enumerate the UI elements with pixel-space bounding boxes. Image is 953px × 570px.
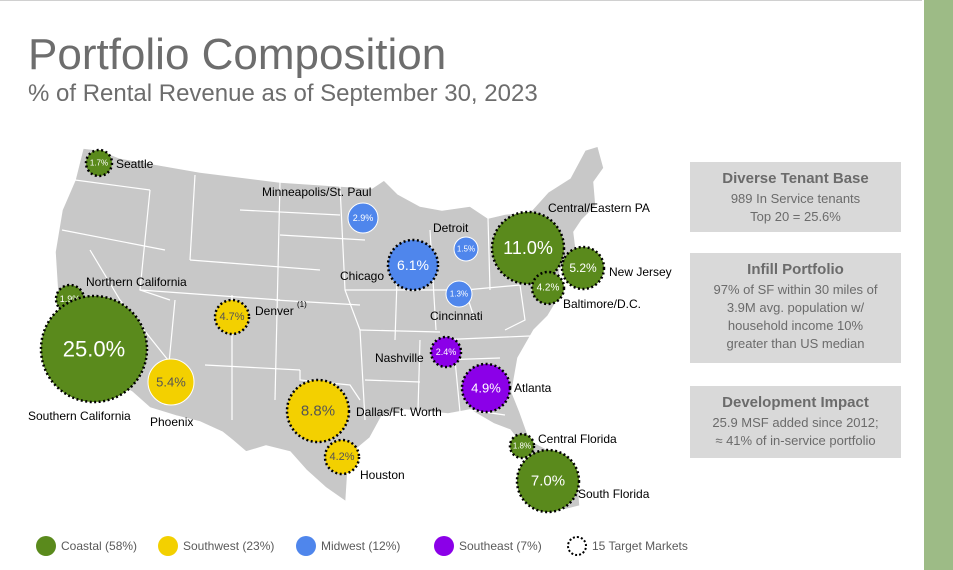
- bubble-value-atlanta: 4.9%: [471, 381, 501, 396]
- legend-item-midwest: Midwest (12%): [296, 534, 400, 558]
- legend-item-southwest: Southwest (23%): [158, 534, 274, 558]
- panel-line: 3.9M avg. population w/: [726, 300, 865, 315]
- panel-line: ≈ 41% of in-service portfolio: [715, 433, 876, 448]
- panel-title: Diverse Tenant Base: [722, 170, 869, 187]
- legend-label: Midwest (12%): [321, 539, 401, 553]
- panel-line: Top 20 = 25.6%: [750, 209, 841, 224]
- bubble-value-south-florida: 7.0%: [531, 473, 565, 490]
- bubble-detroit: [453, 236, 479, 262]
- bubble-value-nashville: 2.4%: [436, 347, 457, 357]
- market-label-south-florida: South Florida: [578, 487, 650, 501]
- bubble-value-northern-california: 1.9%: [60, 294, 81, 304]
- market-label-minneapolis: Minneapolis/St. Paul: [262, 185, 371, 199]
- bubble-nashville: [429, 335, 463, 369]
- market-bubbles: 1.7% 1.9% 25.0% 5.4% 4.7% 8.8% 4.2% 2.9% 6.1% 1.5…: [39, 148, 606, 514]
- panel-infill-portfolio: Infill Portfolio 97% of SF within 30 mil…: [690, 253, 901, 363]
- bubble-value-detroit: 1.5%: [457, 245, 475, 254]
- bubble-atlanta: [460, 362, 512, 414]
- bubble-baltimore: [530, 270, 566, 306]
- page-title: Portfolio Composition: [28, 30, 447, 79]
- bubble-dallas: [285, 378, 351, 444]
- bubble-central-eastern-pa: [490, 210, 566, 286]
- market-label-dallas: Dallas/Ft. Worth: [356, 405, 442, 419]
- bubble-seattle: [84, 148, 114, 178]
- bubble-value-central-florida: 1.8%: [513, 442, 531, 451]
- legend-item-target-markets: 15 Target Markets: [567, 534, 688, 558]
- legend-label: Coastal (58%): [61, 539, 138, 553]
- panel-line: 25.9 MSF added since 2012;: [712, 415, 879, 430]
- bubble-value-southern-california: 25.0%: [63, 337, 125, 362]
- bubble-value-houston: 4.2%: [329, 451, 354, 463]
- bubble-phoenix: [147, 358, 195, 406]
- panel-diverse-tenant-base: Diverse Tenant Base 989 In Service tenan…: [690, 162, 901, 232]
- market-label-northern-california: Northern California: [86, 275, 187, 289]
- state-borders: [61, 174, 561, 421]
- legend-label: Southeast (7%): [459, 539, 542, 553]
- accent-bar: [924, 0, 953, 570]
- legend-item-southeast: Southeast (7%): [434, 534, 542, 558]
- market-label-central-florida: Central Florida: [538, 432, 617, 446]
- market-label-seattle: Seattle: [116, 157, 154, 171]
- market-label-new-jersey: New Jersey: [609, 265, 672, 279]
- legend-swatch: [296, 536, 316, 556]
- bubble-chicago: [386, 238, 440, 292]
- panel-line: 97% of SF within 30 miles of: [713, 282, 878, 297]
- bubble-value-central-eastern-pa: 11.0%: [503, 238, 553, 258]
- bubble-value-seattle: 1.7%: [90, 159, 108, 168]
- bubble-south-florida: [515, 448, 581, 514]
- bubble-new-jersey: [560, 245, 606, 291]
- top-divider: [0, 0, 922, 1]
- bubble-value-new-jersey: 5.2%: [569, 261, 597, 275]
- panel-title: Development Impact: [722, 394, 869, 411]
- market-label-atlanta: Atlanta: [514, 381, 552, 395]
- label-layer: Seattle Northern California Southern Cal…: [28, 157, 672, 501]
- market-label-denver: Denver: [255, 304, 294, 318]
- panel-development-impact: Development Impact 25.9 MSF added since …: [690, 386, 901, 458]
- market-footnote-denver: (1): [297, 300, 307, 309]
- page-subtitle: % of Rental Revenue as of September 30, …: [28, 80, 538, 107]
- market-label-nashville: Nashville: [375, 351, 424, 365]
- market-label-houston: Houston: [360, 468, 405, 482]
- bubble-minneapolis: [347, 202, 379, 234]
- bubble-houston: [323, 438, 361, 476]
- bubble-southern-california: [39, 294, 149, 404]
- market-label-southern-california: Southern California: [28, 409, 131, 423]
- bubble-value-cincinnati: 1.3%: [450, 290, 468, 299]
- legend-swatch: [36, 536, 56, 556]
- legend-swatch: [434, 536, 454, 556]
- bubble-value-minneapolis: 2.9%: [353, 213, 374, 223]
- bubble-central-florida: [508, 432, 536, 460]
- market-label-detroit: Detroit: [433, 221, 469, 235]
- bubble-denver: [213, 298, 251, 336]
- legend-label: Southwest (23%): [183, 539, 275, 553]
- market-label-central-eastern-pa: Central/Eastern PA: [548, 201, 650, 215]
- market-label-cincinnati: Cincinnati: [430, 309, 483, 323]
- bubble-value-dallas: 8.8%: [301, 403, 335, 420]
- legend-swatch: [158, 536, 178, 556]
- legend-item-coastal: Coastal (58%): [36, 534, 137, 558]
- market-label-baltimore: Baltimore/D.C.: [563, 297, 641, 311]
- market-label-chicago: Chicago: [340, 269, 384, 283]
- bubble-value-denver: 4.7%: [219, 311, 244, 323]
- bubble-value-phoenix: 5.4%: [156, 375, 186, 390]
- bubble-value-chicago: 6.1%: [397, 257, 429, 273]
- panel-line: greater than US median: [726, 336, 865, 351]
- legend-label: 15 Target Markets: [592, 539, 688, 553]
- panel-title: Infill Portfolio: [747, 261, 844, 278]
- bubble-cincinnati: [445, 280, 473, 308]
- legend-swatch-dotted: [567, 536, 587, 556]
- market-label-phoenix: Phoenix: [150, 415, 193, 429]
- panel-line: 989 In Service tenants: [730, 191, 861, 206]
- bubble-value-baltimore: 4.2%: [537, 283, 560, 294]
- panel-line: household income 10%: [727, 318, 864, 333]
